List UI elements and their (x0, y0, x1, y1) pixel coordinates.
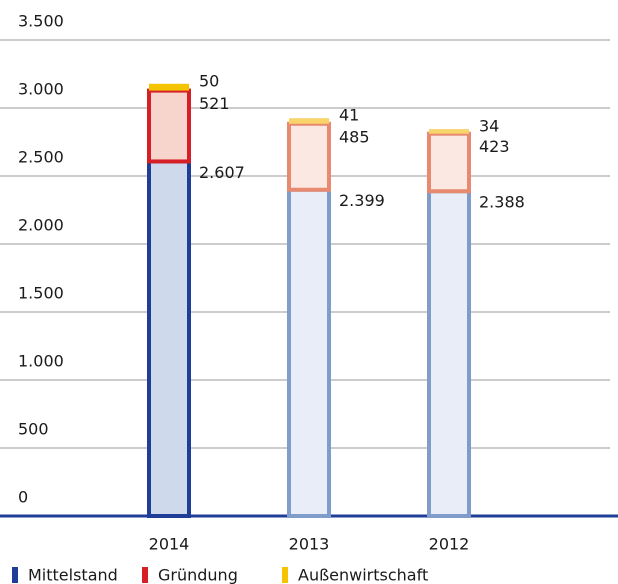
legend-swatch (142, 567, 148, 583)
bar-segment (427, 131, 471, 194)
legend-label: Gründung (158, 566, 238, 584)
legend-swatch (12, 567, 18, 583)
y-tick-label: 500 (18, 420, 49, 439)
y-tick-label: 1.500 (18, 284, 64, 303)
value-label: 50 (199, 71, 219, 90)
value-label: 521 (199, 94, 230, 113)
value-label: 41 (339, 106, 359, 125)
legend-label: Außenwirtschaft (298, 566, 428, 584)
value-label: 485 (339, 127, 370, 146)
value-label: 2.399 (339, 191, 385, 210)
legend-swatch (282, 567, 288, 583)
x-tick-label: 2014 (149, 535, 190, 554)
x-tick-label: 2013 (289, 535, 330, 554)
value-label: 423 (479, 137, 510, 156)
y-tick-label: 3.000 (18, 80, 64, 99)
legend-label: Mittelstand (28, 566, 118, 584)
bar-segment (287, 121, 331, 192)
bar-segment (149, 83, 189, 91)
value-label: 2.607 (199, 163, 245, 182)
bar-segment (147, 88, 191, 164)
y-tick-label: 2.500 (18, 148, 64, 167)
y-tick-label: 1.000 (18, 352, 64, 371)
value-label: 34 (479, 117, 499, 136)
bar-segment (427, 189, 471, 518)
bar-segment (429, 129, 469, 134)
bar-segment (289, 118, 329, 124)
value-label: 2.388 (479, 193, 525, 212)
bar-segment (147, 159, 191, 518)
y-tick-label: 2.000 (18, 216, 64, 235)
y-tick-label: 0 (18, 488, 28, 507)
bar-segment (287, 187, 331, 518)
y-tick-label: 3.500 (18, 12, 64, 31)
x-tick-label: 2012 (429, 535, 470, 554)
